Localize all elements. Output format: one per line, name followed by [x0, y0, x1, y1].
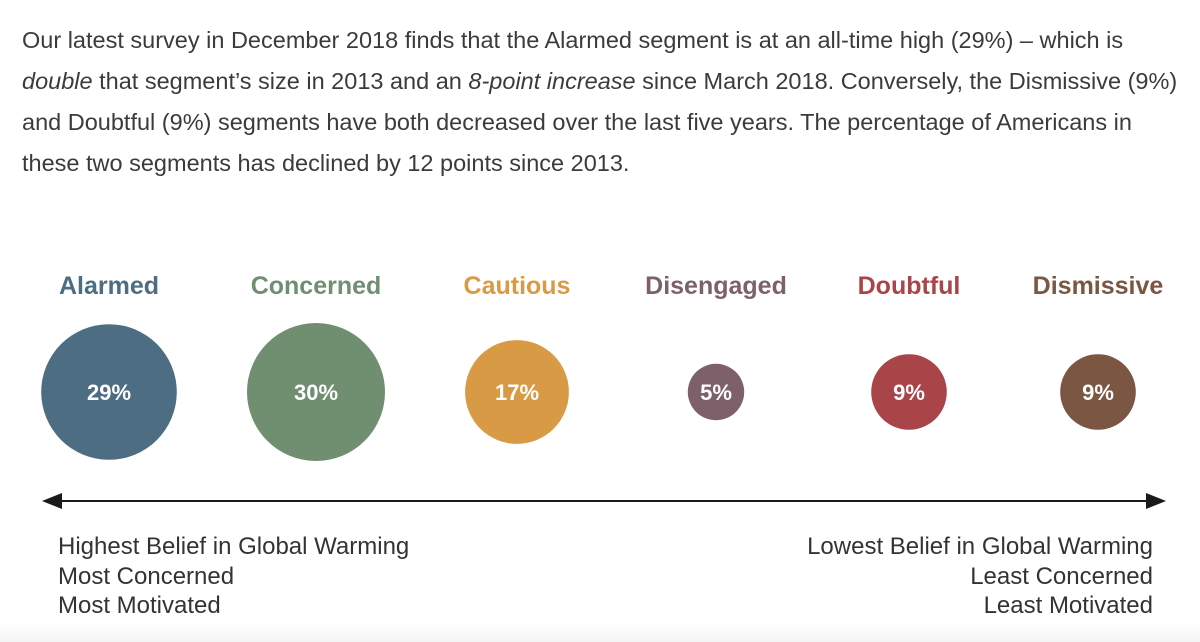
intro-text-2: that segment’s size in 2013 and an — [92, 68, 469, 94]
right-caption-line-3: Least Motivated — [983, 592, 1153, 619]
segment-bubbles: 29% 30% 17% 5% 9% 9% — [41, 323, 1136, 461]
bubble-disengaged — [687, 363, 745, 421]
segment-label-concerned: Concerned — [251, 272, 382, 300]
segment-label-disengaged: Disengaged — [645, 272, 787, 300]
bubble-value-concerned: 30% — [294, 380, 338, 405]
axis-left-arrowhead — [42, 493, 62, 509]
left-caption-line-1: Highest Belief in Global Warming — [58, 533, 410, 560]
bubble-value-disengaged: 5% — [700, 380, 732, 405]
left-caption-line-3: Most Motivated — [58, 592, 221, 619]
bubble-value-dismissive: 9% — [1082, 380, 1114, 405]
intro-text-3: since March 2018. Conversely, the Dismis… — [22, 68, 1178, 176]
intro-emphasis-double: double — [22, 68, 93, 94]
segment-label-alarmed: Alarmed — [59, 272, 159, 300]
segment-label-cautious: Cautious — [464, 272, 571, 300]
right-caption-line-2: Least Concerned — [970, 562, 1153, 590]
bubble-cautious — [465, 340, 569, 444]
segment-label-doubtful: Doubtful — [858, 272, 961, 300]
bubble-value-alarmed: 29% — [87, 380, 131, 405]
left-axis-caption: Highest Belief in Global Warming Most Co… — [58, 532, 409, 621]
right-axis-caption: Lowest Belief in Global Warming Least Co… — [700, 532, 1153, 621]
right-caption-line-1: Lowest Belief in Global Warming — [807, 533, 1153, 560]
bubble-dismissive — [1060, 354, 1136, 430]
left-caption-line-2: Most Concerned — [58, 562, 235, 590]
belief-axis — [42, 493, 1166, 509]
bubble-doubtful — [871, 354, 947, 430]
intro-paragraph: Our latest survey in December 2018 finds… — [22, 20, 1182, 184]
segments-chart: Alarmed Concerned Cautious Disengaged Doubtf… — [41, 272, 1166, 509]
intro-emphasis-increase: 8-point increase — [468, 68, 636, 94]
intro-text-1: Our latest survey in December 2018 finds… — [22, 27, 1124, 53]
segment-labels: Alarmed Concerned Cautious Disengaged Doubtf… — [59, 272, 1163, 300]
bubble-value-doubtful: 9% — [893, 380, 925, 405]
bubble-value-cautious: 17% — [495, 380, 539, 405]
bottom-fade — [0, 622, 1200, 642]
bubble-alarmed — [41, 324, 177, 460]
bubble-concerned — [247, 323, 385, 461]
axis-right-arrowhead — [1146, 493, 1166, 509]
segment-label-dismissive: Dismissive — [1033, 272, 1164, 300]
